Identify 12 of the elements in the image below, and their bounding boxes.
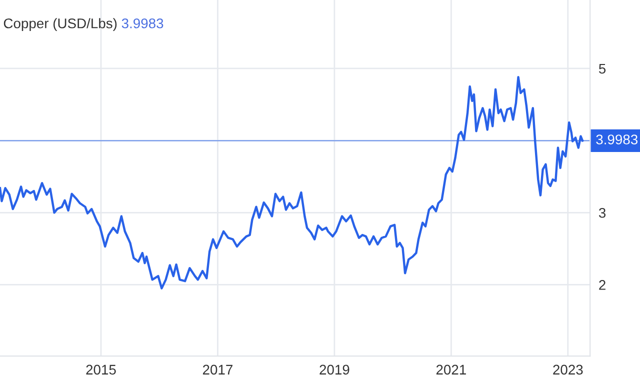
y-tick-label: 3 [598, 208, 606, 218]
x-tick-label: 2019 [320, 364, 350, 375]
x-tick-label: 2021 [436, 364, 466, 375]
x-tick-label: 2015 [86, 364, 116, 375]
x-tick-label: 2023 [553, 364, 583, 375]
x-tick-label: 2017 [202, 364, 232, 375]
line-series [0, 76, 584, 290]
y-tick-label: 5 [598, 64, 606, 74]
ref-line-label: 3.9983 [596, 134, 638, 144]
annotation: 3.9983 [122, 18, 164, 28]
y-tick-label: 2 [599, 280, 606, 290]
text: Copper (USD/Lbs) [4, 18, 117, 32]
